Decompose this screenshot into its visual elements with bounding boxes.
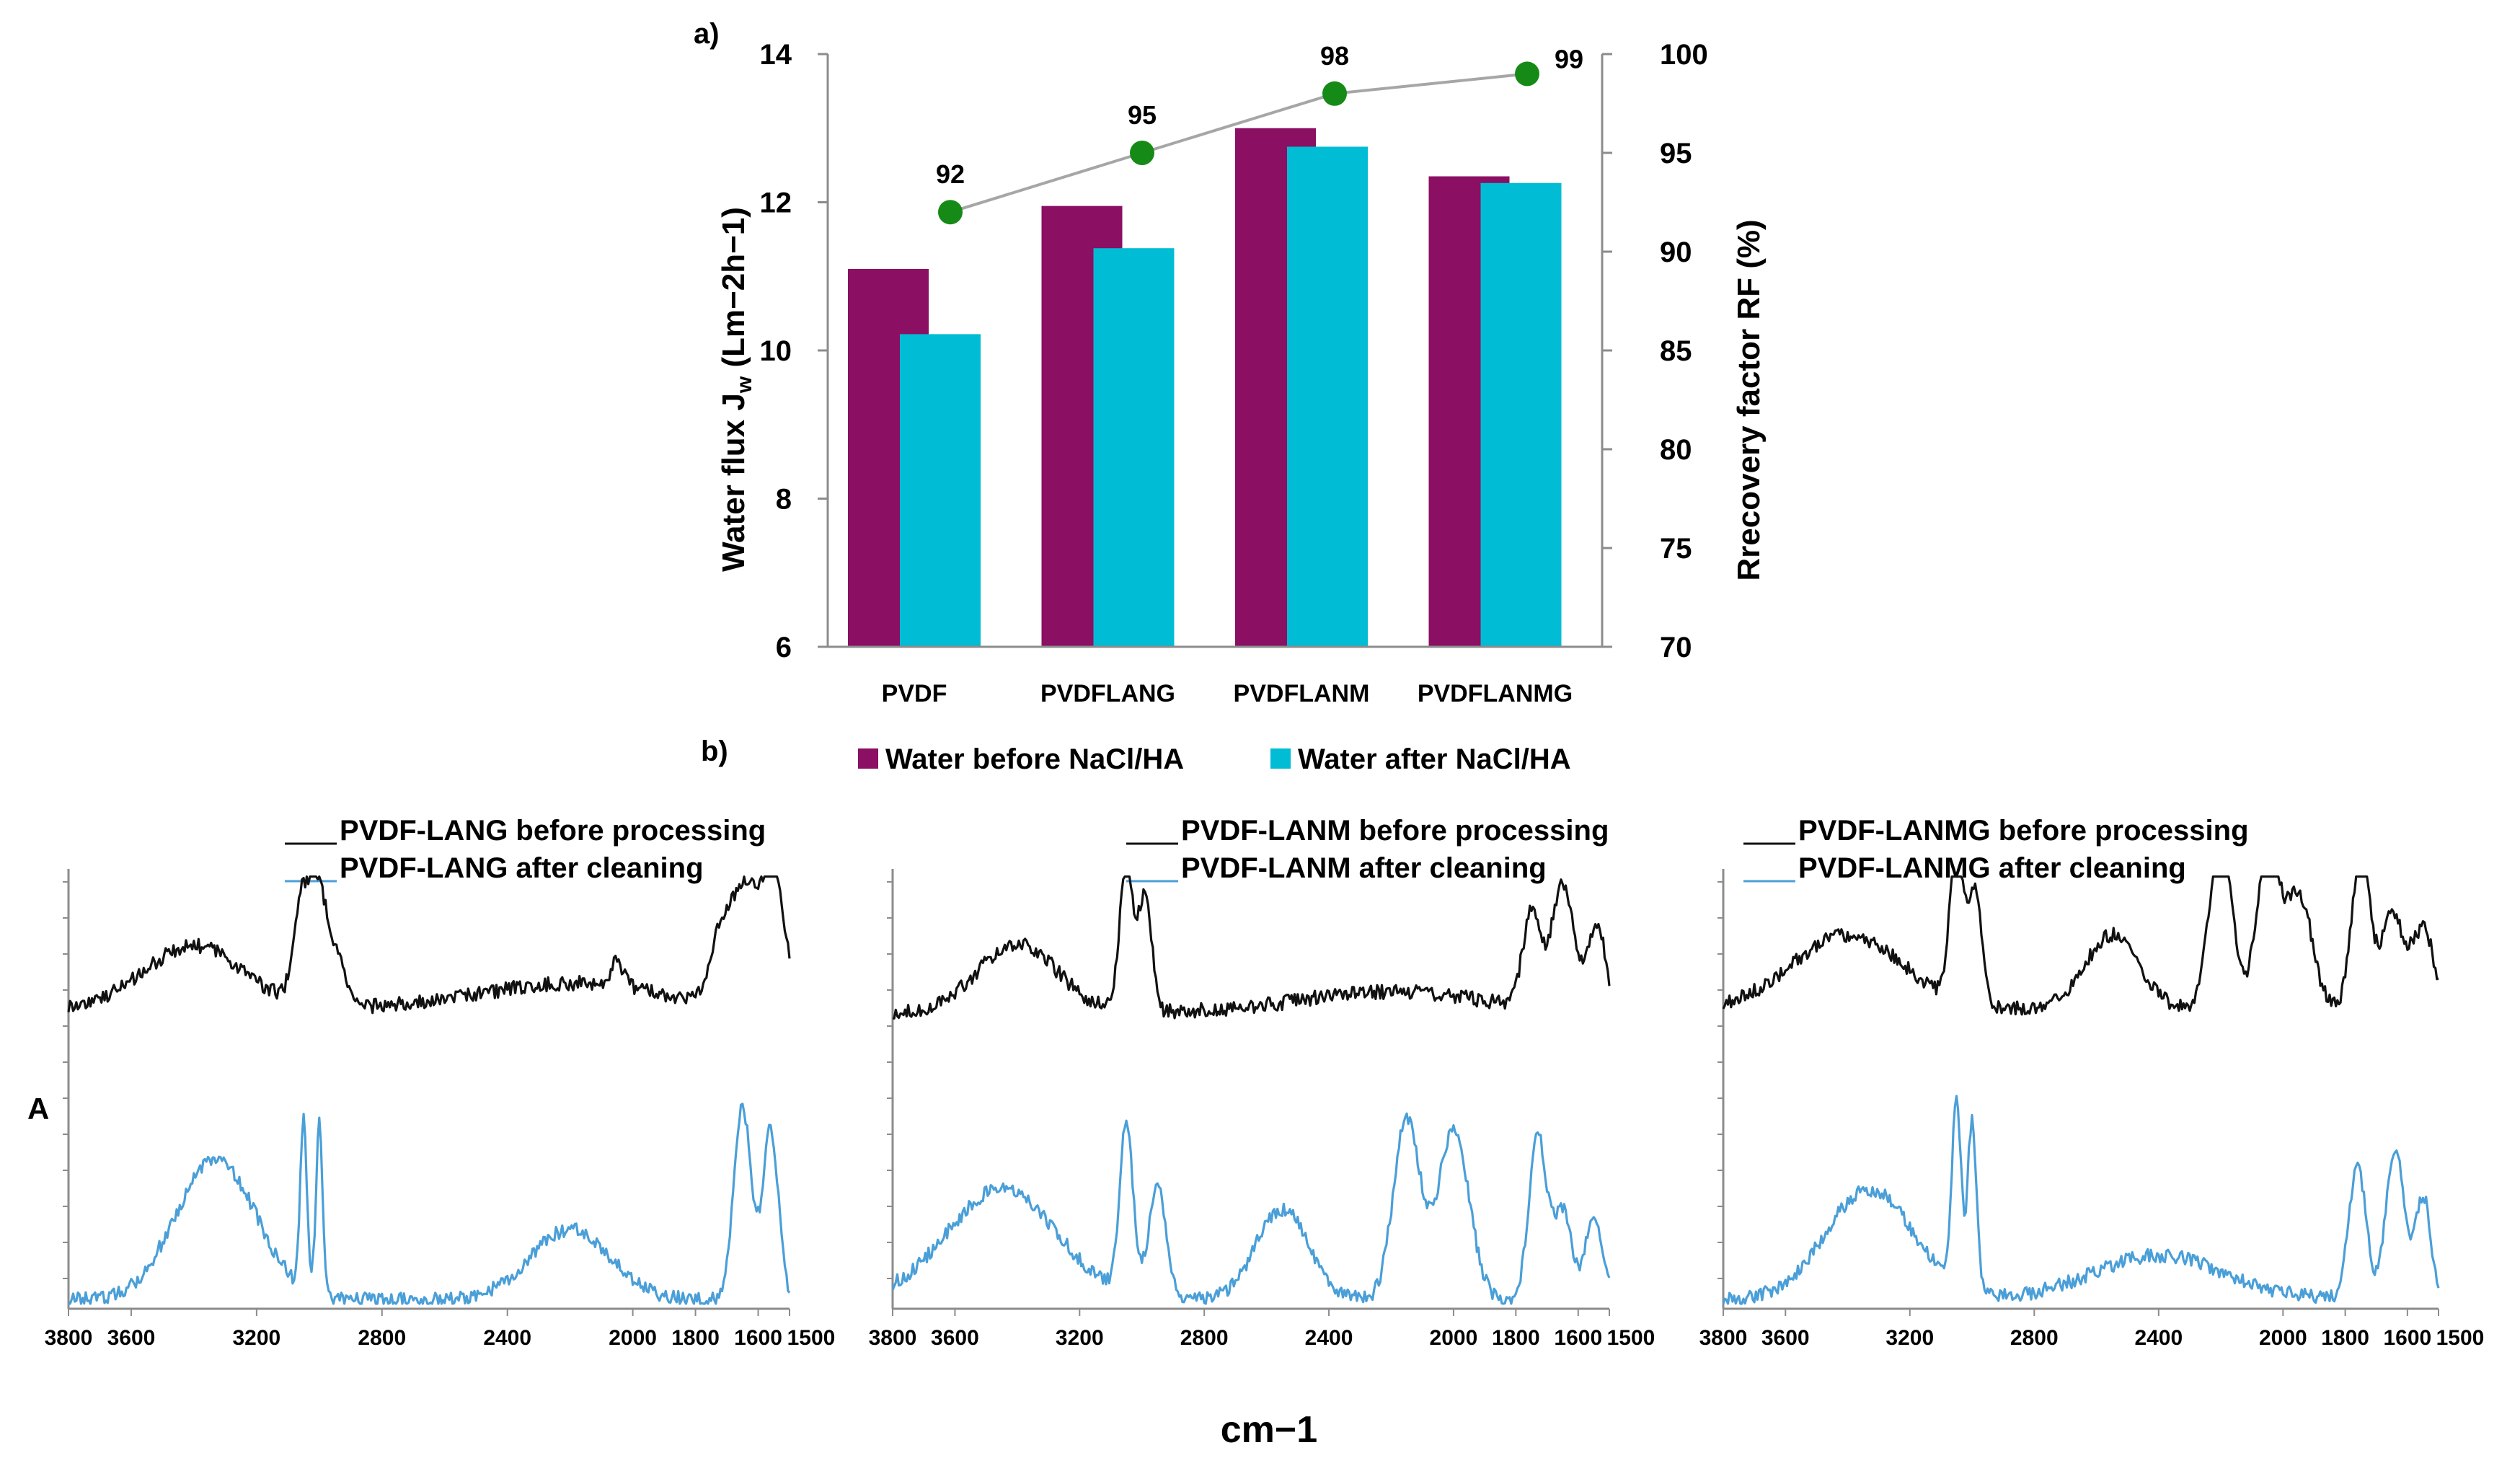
spectrum-x-tick-label: 2400 <box>1305 1326 1353 1350</box>
y-right-tick-label: 100 <box>1660 39 1708 71</box>
spectrum-x-tick-label: 2000 <box>609 1326 657 1350</box>
spectrum-x-tick-label: 3800 <box>45 1326 93 1350</box>
bar-after-pvdflanm <box>1287 146 1368 647</box>
spectrum-x-tick-label: 1800 <box>2321 1326 2369 1350</box>
spectrum-x-tick-label: 2800 <box>1180 1326 1229 1350</box>
legend: Water before NaCl/HA Water after NaCl/HA <box>858 743 1571 775</box>
spectrum-x-tick-label: 3800 <box>869 1326 917 1350</box>
bar-group <box>848 128 1562 648</box>
panel-a-label: a) <box>694 18 720 50</box>
panel-b: b) A cm−1 3800 3600 3200 2800 2400 2000 1800 16… <box>27 736 2484 1451</box>
y-left-tick-label: 10 <box>760 335 792 367</box>
panel-b-label: b) <box>701 736 728 767</box>
spectrum-before-line <box>1722 875 2439 1016</box>
spectrum-before-line <box>892 875 1611 1020</box>
spectrum-x-tick-label: 1800 <box>1492 1326 1540 1350</box>
spectrum-x-tick-label: 1500 <box>787 1326 836 1350</box>
legend-label-before: Water before NaCl/HA <box>885 743 1184 775</box>
spectrum-before-line <box>67 875 791 1015</box>
spectrum-x-tick-label: 1600 <box>2383 1326 2431 1350</box>
spectrum-panel-2: 3800 3600 3200 2800 2400 2000 1800 1600 1500 PVDF… <box>869 815 1655 1350</box>
spectrum-x-tick-label: 2400 <box>2134 1326 2183 1350</box>
y-right-tick-label: 80 <box>1660 434 1692 466</box>
x-tick-label: PVDF <box>882 680 947 707</box>
y-right-label: Rrecovery factor RF (%) <box>1731 219 1767 580</box>
spectrum-panel-3: 3800 3600 3200 2800 2400 2000 1800 1600 1500 PVDF… <box>1699 815 2485 1350</box>
legend-label-after: PVDF-LANM after cleaning <box>1181 852 1547 884</box>
spectrum-x-tick-label: 2000 <box>2259 1326 2307 1350</box>
y-left-tick-label: 12 <box>760 187 792 219</box>
legend-swatch-before <box>858 748 878 769</box>
bar-after-pvdflanmg <box>1480 182 1562 647</box>
spectrum-x-tick-label: 2400 <box>483 1326 531 1350</box>
x-tick-label: PVDFLANMG <box>1418 680 1573 707</box>
legend-label-before: PVDF-LANG before processing <box>340 815 766 847</box>
recovery-point <box>1515 61 1539 87</box>
legend-label-after: PVDF-LANG after cleaning <box>340 852 704 884</box>
y-left-tick-label: 6 <box>776 632 792 663</box>
y-right-tick-label: 95 <box>1660 138 1692 169</box>
x-tick-label: PVDFLANG <box>1040 680 1175 707</box>
recovery-point-label: 95 <box>1128 100 1157 130</box>
spectrum-x-tick-label: 2000 <box>1430 1326 1478 1350</box>
recovery-line: 92 95 98 99 <box>936 41 1583 225</box>
spectrum-after-line <box>1722 1095 2440 1305</box>
panel-a: a) PVDF PVDFLANG PVDFLANM PVDFLANMG 6 8 10 12 14… <box>694 18 1767 775</box>
spectrum-x-tick-label: 1600 <box>1554 1326 1602 1350</box>
spectrum-x-tick-label: 3600 <box>1761 1326 1810 1350</box>
spectrum-after-line <box>891 1112 1611 1305</box>
bar-after-pvdflang <box>1093 248 1175 648</box>
axes: PVDF PVDFLANG PVDFLANM PVDFLANMG 6 8 10 12 14 70 7… <box>760 39 1708 707</box>
recovery-point <box>1322 81 1347 106</box>
spectra-panels: 3800 3600 3200 2800 2400 2000 1800 1600 1500PVDF… <box>45 815 2485 1350</box>
y-right-tick-label: 85 <box>1660 335 1692 367</box>
recovery-point-label: 92 <box>936 159 965 189</box>
spectrum-x-tick-label: 3200 <box>232 1326 280 1350</box>
recovery-point-label: 98 <box>1320 41 1349 71</box>
spectrum-x-tick-label: 1500 <box>2436 1326 2485 1350</box>
x-tick-label: PVDFLANM <box>1234 680 1370 707</box>
spectrum-x-tick-label: 3200 <box>1885 1326 1934 1350</box>
y-right-tick-label: 90 <box>1660 237 1692 268</box>
spectrum-x-tick-label: 1800 <box>671 1326 720 1350</box>
recovery-point-label: 99 <box>1555 44 1583 74</box>
legend-swatch-after <box>1270 748 1291 769</box>
legend-label-before: PVDF-LANM before processing <box>1181 815 1609 847</box>
spectrum-x-tick-label: 2800 <box>358 1326 406 1350</box>
y-right-tick-label: 70 <box>1660 632 1692 663</box>
spectrum-x-tick-label: 3200 <box>1056 1326 1104 1350</box>
y-left-label: Water flux Jw (Lm−2h−1) <box>716 207 756 572</box>
spectrum-x-tick-label: 3600 <box>931 1326 979 1350</box>
spectrum-panel-1: 3800 3600 3200 2800 2400 2000 1800 1600 1500 PVDF… <box>45 815 836 1350</box>
legend-label-after: Water after NaCl/HA <box>1298 743 1571 775</box>
y-left-tick-label: 14 <box>760 39 792 71</box>
spectrum-x-tick-label: 3800 <box>1699 1326 1748 1350</box>
recovery-line-path <box>950 72 1528 214</box>
y-right-tick-label: 75 <box>1660 533 1692 565</box>
absorbance-label: A <box>27 1092 49 1126</box>
spectrum-after-line <box>68 1103 791 1305</box>
spectrum-x-tick-label: 1600 <box>734 1326 782 1350</box>
x-axis-label: cm−1 <box>1221 1409 1317 1451</box>
recovery-point <box>938 200 963 225</box>
spectrum-x-tick-label: 3600 <box>107 1326 156 1350</box>
spectrum-x-tick-label: 1500 <box>1607 1326 1655 1350</box>
bar-after-pvdf <box>900 334 981 647</box>
spectrum-x-tick-label: 2800 <box>2010 1326 2059 1350</box>
legend-label-before: PVDF-LANMG before processing <box>1798 815 2249 847</box>
legend-label-after: PVDF-LANMG after cleaning <box>1798 852 2186 884</box>
y-left-tick-label: 8 <box>776 484 792 516</box>
recovery-point <box>1130 141 1154 165</box>
